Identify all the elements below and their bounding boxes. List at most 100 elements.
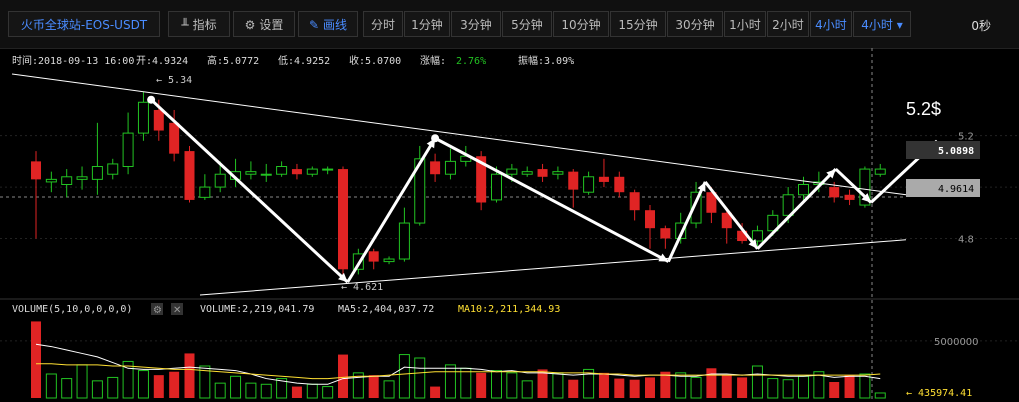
volume-bar <box>352 372 364 399</box>
forecast-arrow-1-head <box>426 138 436 149</box>
indicators-button[interactable]: ╨ 指标 <box>168 11 230 37</box>
volume-ma10: MA10:2,211,344.93 <box>458 304 560 315</box>
volume-bar <box>61 378 73 399</box>
interval-button-6[interactable]: 30分钟 <box>667 11 723 37</box>
volume-bar <box>45 373 57 399</box>
forecast-arrow-4-head <box>748 238 758 249</box>
candle-body <box>690 191 702 224</box>
interval-dropdown[interactable]: 4小时 ▾ <box>853 11 911 37</box>
volume-bar <box>245 382 257 399</box>
forecast-arrow-1 <box>346 137 437 283</box>
current-price-text: 5.0898 <box>938 146 974 157</box>
candle-body <box>322 168 334 171</box>
volume-bar <box>230 375 242 399</box>
candle-body <box>706 192 717 213</box>
info-change-label: 涨幅: <box>420 54 446 67</box>
volume-bar <box>782 379 794 399</box>
volume-bar <box>690 376 702 399</box>
forecast-arrow-0 <box>150 98 349 284</box>
volume-bar <box>751 365 763 399</box>
forecast-arrow-3 <box>667 181 707 263</box>
volume-close-button[interactable] <box>171 303 183 315</box>
candle-body <box>245 171 257 175</box>
volume-bar <box>737 377 748 398</box>
volume-bar <box>184 353 195 398</box>
volume-bar <box>31 321 41 398</box>
lower-trendline <box>199 239 907 296</box>
candle-body <box>276 166 288 175</box>
target-price-label: 5.2$ <box>906 99 941 119</box>
candle-body <box>260 173 272 176</box>
volume-bar <box>414 357 426 399</box>
info-amplitude: 振幅:3.09% <box>518 54 574 67</box>
interval-button-3[interactable]: 5分钟 <box>502 11 552 37</box>
upper-trendline <box>11 73 907 196</box>
volume-bar <box>107 376 119 399</box>
volume-bar <box>91 380 103 399</box>
candle-body <box>444 160 456 175</box>
volume-bar <box>398 354 410 399</box>
interval-button-8[interactable]: 2小时 <box>767 11 809 37</box>
candle-body <box>598 176 609 182</box>
symbol-selector[interactable]: 火币全球站-EOS-USDT <box>8 11 160 37</box>
countdown-text: 0秒 <box>971 19 991 33</box>
volume-bar <box>169 371 180 398</box>
settings-button[interactable]: ⚙ 设置 <box>233 11 295 37</box>
candle-body <box>476 156 487 203</box>
info-open: 开:4.9324 <box>136 56 188 67</box>
candle-body <box>107 163 119 175</box>
volume-ma5: MA5:2,404,037.72 <box>338 304 434 315</box>
candle-body <box>414 158 426 224</box>
interval-button-2[interactable]: 3分钟 <box>451 11 501 37</box>
info-time: 时间:2018-09-13 16:00 <box>12 54 134 67</box>
volume-bars: 5000000 <box>0 321 1019 399</box>
interval-button-9[interactable]: 4小时 <box>810 11 852 37</box>
current-price-badge <box>906 141 980 159</box>
candle-body <box>430 161 441 175</box>
interval-button-7[interactable]: 1小时 <box>724 11 766 37</box>
grid <box>0 48 1019 402</box>
info-high: 高:5.0772 <box>207 54 259 67</box>
volume-title: VOLUME(5,10,0,0,0,0) <box>12 304 132 315</box>
candle-body <box>767 214 779 232</box>
volume-bar <box>291 386 302 398</box>
interval-button-5[interactable]: 15分钟 <box>610 11 666 37</box>
crosshair-price-badge <box>906 179 980 197</box>
volume-bar <box>322 386 334 399</box>
candle-body <box>76 176 88 180</box>
candle-body <box>521 171 533 175</box>
indicator-icon: ╨ <box>181 18 189 32</box>
volume-bar <box>491 370 502 399</box>
forecast-arrow-3-head <box>697 181 706 192</box>
volume-bar <box>430 386 441 398</box>
candle-body <box>306 168 318 175</box>
interval-button-4[interactable]: 10分钟 <box>553 11 609 37</box>
volume-bar <box>798 375 809 399</box>
volume-bar <box>844 375 855 398</box>
volume-settings-button[interactable] <box>151 303 163 315</box>
candle-body <box>829 187 840 198</box>
forecast-arrow-6-head <box>861 193 872 203</box>
candle-body <box>169 122 180 154</box>
volume-bar <box>460 367 472 399</box>
candle-body <box>506 168 518 175</box>
candle-body <box>214 173 226 188</box>
low-marker-label: ← 4.621 <box>341 282 383 293</box>
interval-button-0[interactable]: 分时 <box>363 11 403 37</box>
chart-toolbar: 火币全球站-EOS-USDT ╨ 指标 ⚙ 设置 ✎ 画线 分时 1分钟 3分钟 5分钟 10… <box>0 0 1019 49</box>
draw-button[interactable]: ✎ 画线 <box>298 11 358 37</box>
indicators-label: 指标 <box>192 18 217 32</box>
candle-body <box>568 171 579 190</box>
info-close: 收:5.0700 <box>349 54 401 67</box>
last-volume-label: ← 435974.41 <box>906 388 972 399</box>
kline-chart[interactable]: 5.254.8 5000000 时间:2018-09-13 16:00 开:4.… <box>0 48 1019 402</box>
volume-bar <box>199 365 211 399</box>
settings-label: 设置 <box>259 18 284 32</box>
candle-body <box>368 251 379 262</box>
volume-bar <box>829 382 840 398</box>
candle-body <box>614 176 625 193</box>
interval-button-1[interactable]: 1分钟 <box>404 11 450 37</box>
volume-bar <box>276 378 288 399</box>
volume-bar <box>614 378 625 398</box>
candle-body <box>552 171 564 175</box>
